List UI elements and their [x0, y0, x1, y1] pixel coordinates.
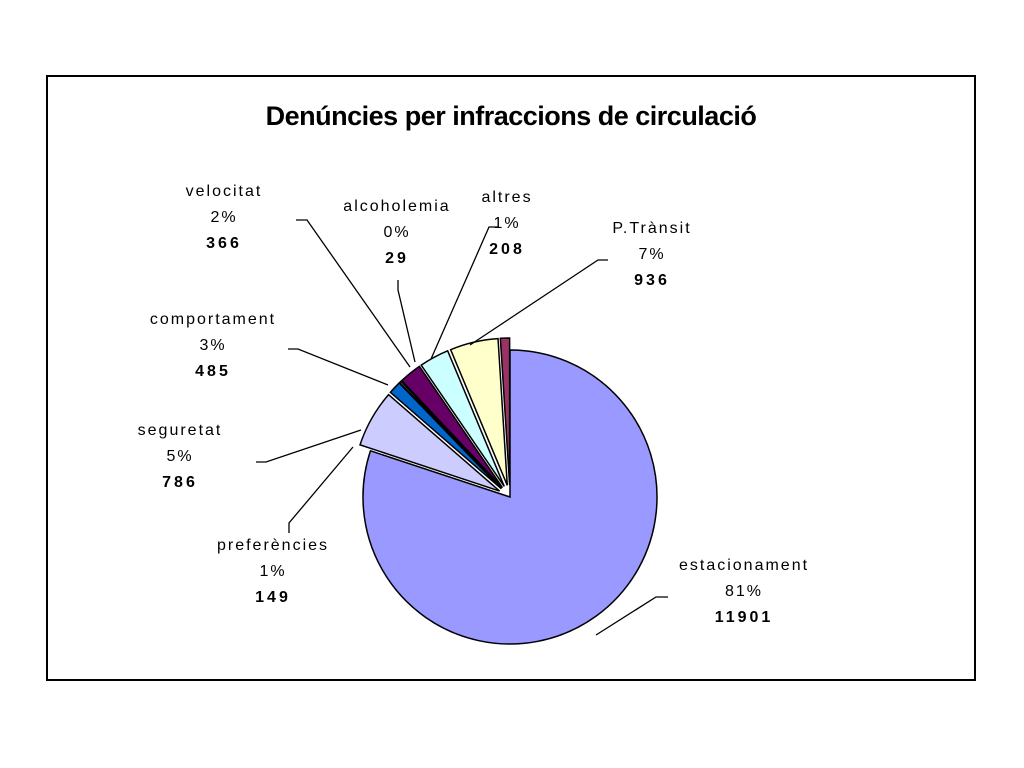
data-label-name: P.Trànsit — [612, 220, 692, 237]
leader-line — [288, 348, 389, 386]
chart-title: Denúncies per infraccions de circulació — [265, 101, 757, 131]
chart-frame: Denúncies per infraccions de circulació … — [46, 75, 976, 681]
data-label-pct: 7% — [638, 246, 666, 263]
data-label-pct: 1% — [259, 563, 287, 580]
data-label-val: 936 — [634, 272, 670, 289]
data-label-p-tr-nsit: P.Trànsit 7% 936 — [567, 216, 737, 294]
data-label-name: comportament — [149, 311, 277, 328]
leader-line — [288, 446, 354, 533]
pie-slice-alcoholemia — [398, 380, 503, 489]
data-label-pct: 3% — [199, 337, 227, 354]
leader-line — [296, 219, 411, 368]
pie-slice-comportament — [420, 349, 505, 487]
data-label-altres: altres 1% 208 — [422, 185, 592, 263]
data-label-name: velocitat — [185, 183, 263, 200]
pie-slice-prefer-ncies — [499, 337, 511, 486]
data-label-val: 786 — [162, 474, 198, 491]
data-label-velocitat: velocitat 2% 366 — [139, 179, 309, 257]
data-label-val: 485 — [195, 363, 231, 380]
data-label-seguretat: seguretat 5% 786 — [95, 418, 265, 496]
data-label-name: preferències — [216, 537, 330, 554]
data-label-val: 366 — [206, 235, 242, 252]
leader-line — [469, 259, 608, 346]
data-label-val: 29 — [385, 250, 409, 267]
data-label-pct: 2% — [210, 209, 238, 226]
pie-slice-p-tr-nsit — [359, 393, 501, 492]
leader-line — [595, 596, 668, 636]
data-label-val: 208 — [489, 241, 525, 258]
leader-line — [397, 280, 416, 363]
data-label-val: 11901 — [714, 609, 774, 626]
data-label-name: seguretat — [137, 422, 223, 439]
pie-slice-estacionament — [362, 349, 658, 645]
data-label-name: alcoholemia — [343, 198, 451, 215]
data-label-val: 149 — [255, 589, 291, 606]
data-label-alcoholemia: alcoholemia 0% 29 — [312, 194, 482, 272]
leader-line — [256, 429, 362, 463]
data-label-name: altres — [481, 189, 533, 206]
pie-chart — [256, 219, 668, 645]
data-label-pct: 0% — [383, 224, 411, 241]
pie-slice-velocitat — [400, 365, 504, 489]
data-label-pct: 1% — [493, 215, 521, 232]
data-label-name: estacionament — [678, 557, 810, 574]
data-label-estacionament: estacionament 81% 11901 — [659, 553, 829, 631]
data-label-prefer-ncies: preferències 1% 149 — [188, 533, 358, 611]
data-label-pct: 81% — [724, 583, 764, 600]
data-label-comportament: comportament 3% 485 — [128, 307, 298, 385]
leader-line — [430, 226, 498, 360]
data-label-pct: 5% — [166, 448, 194, 465]
